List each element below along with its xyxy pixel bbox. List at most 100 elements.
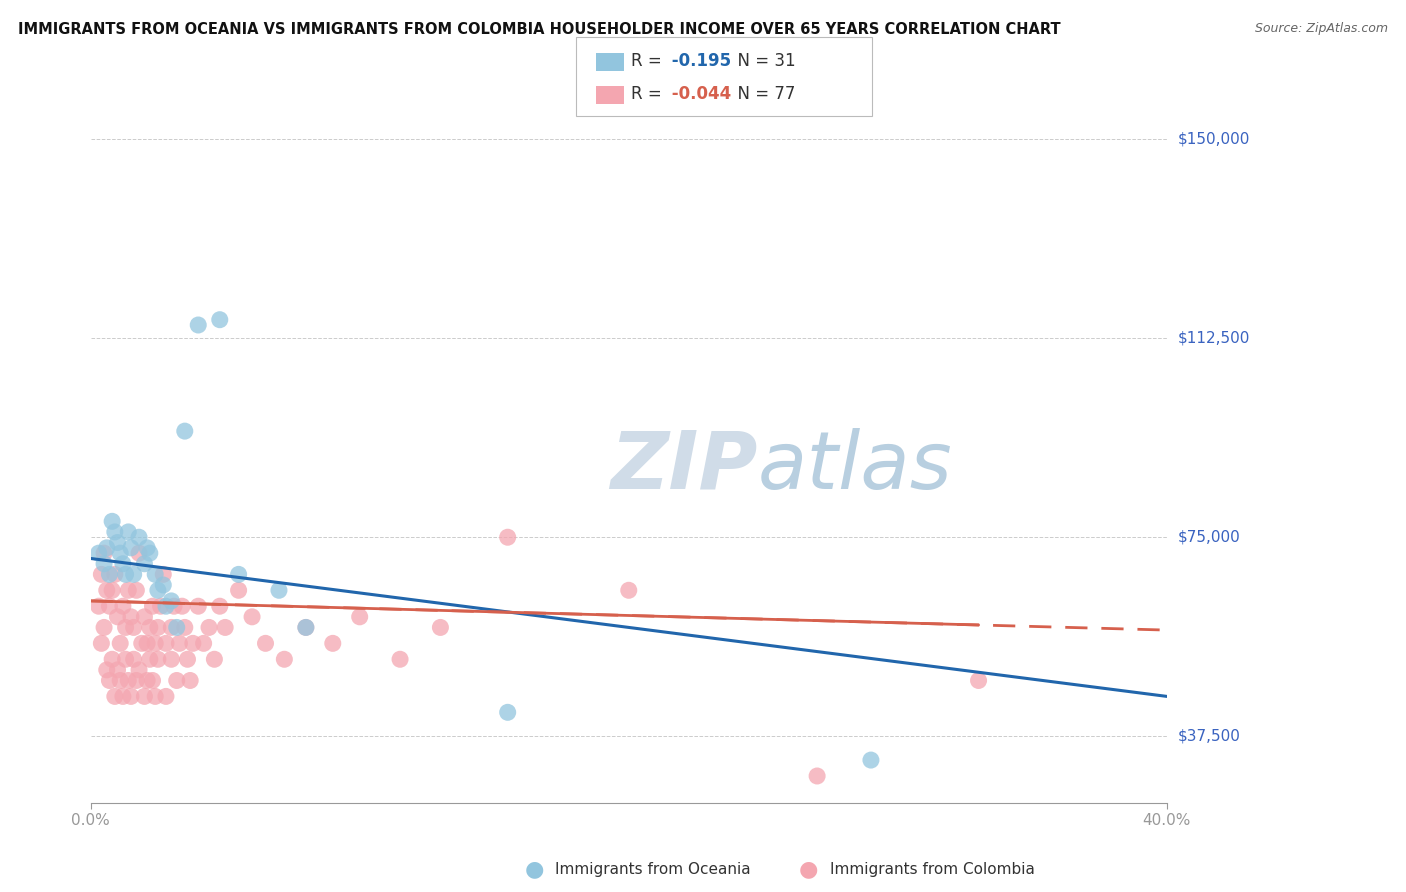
Point <box>111 557 134 571</box>
Text: -0.044: -0.044 <box>666 85 731 103</box>
Point <box>322 636 344 650</box>
Point <box>120 541 142 555</box>
Point <box>90 636 112 650</box>
Point <box>214 620 236 634</box>
Point <box>172 599 194 614</box>
Text: $75,000: $75,000 <box>1178 530 1240 545</box>
Text: IMMIGRANTS FROM OCEANIA VS IMMIGRANTS FROM COLOMBIA HOUSEHOLDER INCOME OVER 65 Y: IMMIGRANTS FROM OCEANIA VS IMMIGRANTS FR… <box>18 22 1062 37</box>
Point <box>110 673 132 688</box>
Point <box>617 583 640 598</box>
Point <box>152 567 174 582</box>
Point <box>101 514 124 528</box>
Point <box>125 583 148 598</box>
Point <box>93 546 115 560</box>
Point <box>143 567 166 582</box>
Text: $150,000: $150,000 <box>1178 132 1250 147</box>
Point <box>143 636 166 650</box>
Point <box>110 636 132 650</box>
Point <box>967 673 990 688</box>
Point <box>187 318 209 332</box>
Point <box>117 673 139 688</box>
Point <box>128 530 150 544</box>
Point <box>139 652 162 666</box>
Point <box>160 652 183 666</box>
Point <box>349 610 371 624</box>
Point <box>101 652 124 666</box>
Text: Immigrants from Colombia: Immigrants from Colombia <box>830 863 1035 877</box>
Text: $112,500: $112,500 <box>1178 331 1250 346</box>
Point <box>181 636 204 650</box>
Point <box>254 636 277 650</box>
Point <box>208 312 231 326</box>
Point <box>429 620 451 634</box>
Point <box>90 567 112 582</box>
Point <box>114 620 136 634</box>
Point <box>96 541 118 555</box>
Point <box>114 652 136 666</box>
Point <box>208 599 231 614</box>
Point <box>139 546 162 560</box>
Point <box>93 557 115 571</box>
Point <box>87 599 110 614</box>
Point <box>160 620 183 634</box>
Point <box>131 636 153 650</box>
Point <box>176 652 198 666</box>
Text: N = 31: N = 31 <box>727 53 796 70</box>
Point <box>128 546 150 560</box>
Point <box>122 652 145 666</box>
Point <box>496 530 519 544</box>
Text: R =: R = <box>631 53 668 70</box>
Text: R =: R = <box>631 85 668 103</box>
Point <box>141 599 163 614</box>
Point <box>98 673 121 688</box>
Point <box>228 567 250 582</box>
Point <box>141 673 163 688</box>
Point <box>104 567 127 582</box>
Point <box>273 652 295 666</box>
Point <box>155 599 177 614</box>
Point <box>128 663 150 677</box>
Point <box>120 610 142 624</box>
Point <box>173 424 195 438</box>
Point <box>96 663 118 677</box>
Point <box>149 599 172 614</box>
Point <box>111 599 134 614</box>
Point <box>146 583 169 598</box>
Point <box>228 583 250 598</box>
Point <box>134 557 156 571</box>
Text: ZIP: ZIP <box>610 428 758 506</box>
Point <box>166 673 188 688</box>
Point <box>98 599 121 614</box>
Point <box>134 690 156 704</box>
Point <box>117 524 139 539</box>
Point <box>87 546 110 560</box>
Point <box>114 567 136 582</box>
Point <box>122 620 145 634</box>
Point <box>96 583 118 598</box>
Point <box>107 535 129 549</box>
Text: atlas: atlas <box>758 428 953 506</box>
Point <box>859 753 882 767</box>
Point <box>101 583 124 598</box>
Text: $37,500: $37,500 <box>1178 729 1241 744</box>
Point <box>806 769 828 783</box>
Point <box>155 690 177 704</box>
Point <box>117 583 139 598</box>
Point <box>202 652 225 666</box>
Point <box>122 567 145 582</box>
Point <box>111 690 134 704</box>
Point <box>160 594 183 608</box>
Point <box>107 663 129 677</box>
Text: ●: ● <box>524 860 544 880</box>
Text: ●: ● <box>799 860 818 880</box>
Point <box>240 610 263 624</box>
Point <box>389 652 412 666</box>
Point <box>496 706 519 720</box>
Point <box>136 673 159 688</box>
Point <box>136 541 159 555</box>
Point <box>198 620 221 634</box>
Point <box>179 673 201 688</box>
Point <box>295 620 318 634</box>
Point <box>120 690 142 704</box>
Point <box>163 599 186 614</box>
